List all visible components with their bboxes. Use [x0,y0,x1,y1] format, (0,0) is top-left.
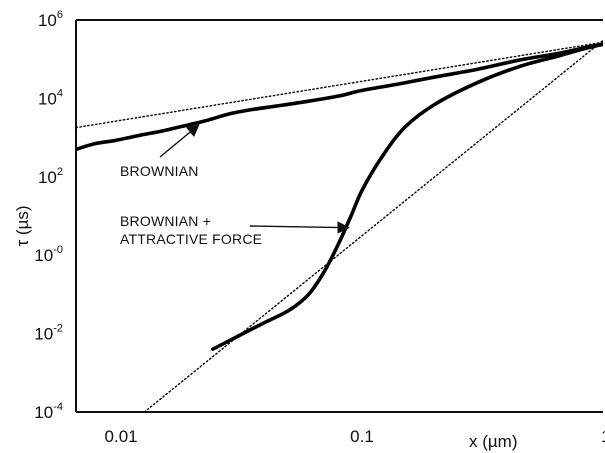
y-tick-label: 102 [38,166,63,187]
y-tick-label: 104 [38,87,63,108]
reference-line-2 [143,39,603,412]
series-layer [76,39,603,412]
y-tick-label: 10-4 [34,401,63,422]
x-tick-label: 1 [601,427,605,446]
annotation-arrow [249,221,350,234]
x-tick-labels: 0.01 0.1 1 [105,427,605,446]
annotations: BROWNIAN BROWNIAN + ATTRACTIVE FORCE [120,124,350,247]
x-tick-label: 0.01 [105,427,138,446]
y-tick-label: 106 [38,9,63,30]
series-line-brownian [76,42,603,152]
x-axis-label: x (µm) [469,432,518,451]
x-tick-label: 0.1 [350,427,374,446]
reference-line-1 [76,41,603,129]
annotation-brownian: BROWNIAN [120,163,199,179]
y-tick-label: 10-0 [34,244,63,265]
y-tick-label: 10-2 [34,323,63,344]
y-tick-labels: 10-4 10-2 10-0 102 104 106 [34,9,63,422]
series-line-brownian-attractive-force [210,42,603,351]
annotation-arrow [159,124,200,158]
annotation-brownian-attractive-force: BROWNIAN + ATTRACTIVE FORCE [120,213,262,247]
plot-frame [75,19,603,413]
y-axis-label: τ (µs) [13,205,32,246]
